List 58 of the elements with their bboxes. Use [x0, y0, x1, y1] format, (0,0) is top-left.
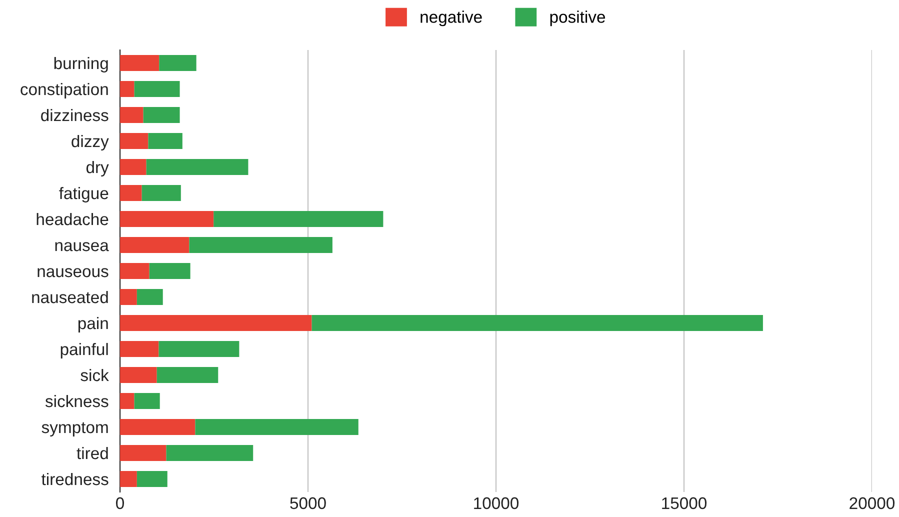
- bar: [120, 210, 214, 228]
- bar: [195, 418, 358, 436]
- bar: [120, 54, 160, 72]
- y-tick-label: sickness: [45, 394, 108, 408]
- bar: [120, 288, 137, 306]
- y-tick-label: burning: [54, 56, 108, 72]
- bar: [136, 470, 168, 488]
- y-tick-label: pain: [78, 316, 108, 332]
- x-tick-label: 5000: [290, 497, 326, 510]
- y-tick-label: tired: [76, 446, 108, 460]
- bar: [120, 366, 157, 384]
- bar: [158, 340, 240, 358]
- bar: [120, 444, 166, 462]
- bar: [136, 288, 163, 306]
- y-tick-label: painful: [60, 342, 108, 358]
- y-tick-label: constipation: [20, 82, 108, 98]
- bar: [214, 210, 384, 228]
- y-tick-label: dizziness: [41, 108, 108, 122]
- bar: [134, 392, 160, 410]
- y-tick-label: nausea: [55, 242, 109, 252]
- y-tick-label: symptom: [42, 422, 108, 436]
- x-tick-label: 20000: [850, 497, 895, 510]
- bar: [120, 262, 150, 280]
- bar: [134, 80, 180, 98]
- bar: [159, 54, 196, 72]
- bar: [120, 236, 190, 254]
- y-tick-label: tiredness: [42, 472, 108, 486]
- bar: [120, 470, 137, 488]
- bar: [148, 132, 182, 150]
- bar: [120, 392, 134, 410]
- bar: [166, 444, 254, 462]
- bar: [120, 418, 196, 436]
- bar: [312, 314, 763, 332]
- bar: [120, 184, 142, 202]
- y-tick-label: dizzy: [72, 134, 109, 150]
- legend-label: negative: [420, 10, 482, 26]
- bar: [120, 132, 148, 150]
- x-tick-label: 15000: [662, 497, 707, 510]
- y-tick-label: dry: [86, 160, 109, 176]
- y-tick-label: fatigue: [59, 186, 108, 202]
- bar: [143, 106, 180, 124]
- y-tick-label: headache: [36, 212, 108, 226]
- bar: [156, 366, 218, 384]
- x-tick-label: 10000: [474, 497, 519, 510]
- bar: [149, 262, 190, 280]
- bar: [146, 158, 248, 176]
- x-tick-label: 0: [116, 497, 124, 510]
- bar: [120, 314, 312, 332]
- bar: [189, 236, 332, 254]
- bar: [120, 80, 134, 98]
- bar: [142, 184, 181, 202]
- bar: [120, 158, 146, 176]
- bar: [120, 340, 159, 358]
- legend-label: positive: [550, 10, 606, 26]
- y-tick-label: sick: [80, 368, 109, 382]
- y-tick-label: nauseous: [38, 268, 108, 278]
- y-tick-label: nauseated: [32, 290, 108, 304]
- bar: [120, 106, 144, 124]
